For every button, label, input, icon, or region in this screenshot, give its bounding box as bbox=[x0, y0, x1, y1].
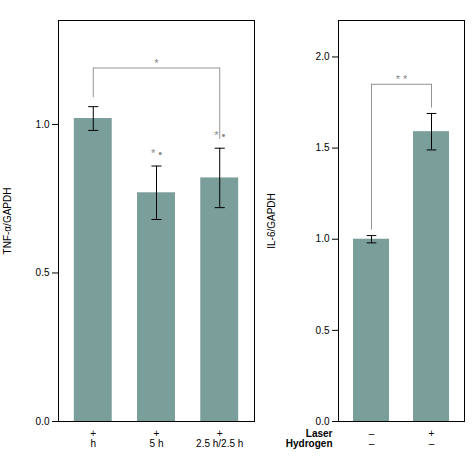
svg-text:0.5: 0.5 bbox=[36, 267, 50, 278]
svg-text:+2.5 h/2.5 h: +2.5 h/2.5 h bbox=[196, 428, 243, 449]
svg-text:Hydrogen: Hydrogen bbox=[286, 438, 333, 449]
svg-text:* •: * • bbox=[214, 129, 225, 141]
svg-text:0.0: 0.0 bbox=[36, 416, 50, 427]
svg-text:* *: * * bbox=[396, 73, 408, 85]
svg-text:*: * bbox=[154, 57, 159, 69]
svg-text:Laser: Laser bbox=[305, 427, 333, 439]
svg-text:+5 h: +5 h bbox=[150, 428, 164, 449]
svg-text:TNF-α/GAPDH: TNF-α/GAPDH bbox=[2, 188, 13, 255]
svg-text:0.5: 0.5 bbox=[316, 325, 330, 336]
svg-text:2.0: 2.0 bbox=[316, 51, 330, 62]
svg-text:0.0: 0.0 bbox=[316, 416, 330, 427]
svg-text:* •: * • bbox=[151, 147, 162, 159]
svg-text:1.0: 1.0 bbox=[316, 233, 330, 244]
svg-text:+–: +– bbox=[429, 428, 435, 449]
svg-text:+h: +h bbox=[90, 428, 96, 449]
svg-text:1.0: 1.0 bbox=[36, 119, 50, 130]
svg-text:––: –– bbox=[369, 428, 375, 449]
svg-text:IL-6/GAPDH: IL-6/GAPDH bbox=[266, 193, 277, 249]
svg-text:1.5: 1.5 bbox=[316, 142, 330, 153]
